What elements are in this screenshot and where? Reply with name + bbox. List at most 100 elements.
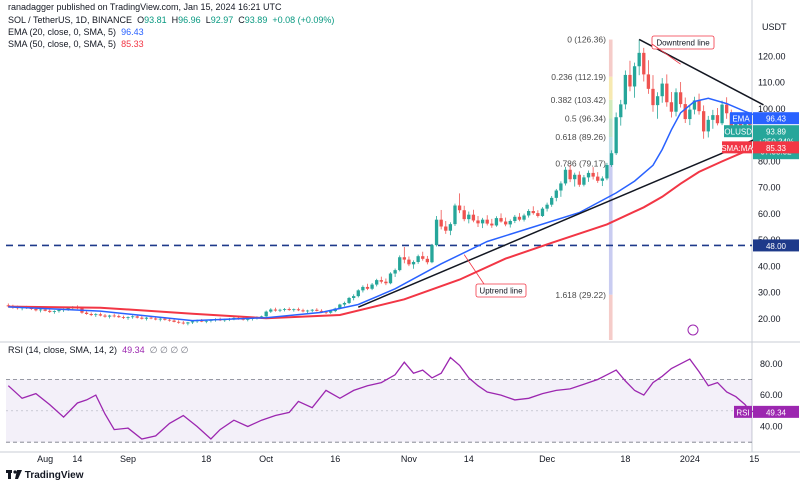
fib-zone-0 bbox=[608, 39, 613, 77]
symbol-line: SOL / TetherUS, 1D, BINANCE O93.81 H96.9… bbox=[8, 15, 334, 26]
time-tick-6: Nov bbox=[401, 454, 418, 464]
candle-body bbox=[149, 317, 153, 319]
fib-label-2: 0.382 (103.42) bbox=[551, 95, 606, 105]
ema-legend[interactable]: EMA (20, close, 0, SMA, 5) 96.43 bbox=[8, 27, 144, 38]
rsi-tick-2: 40.00 bbox=[760, 421, 783, 431]
candle-body bbox=[536, 213, 540, 216]
candle-body bbox=[619, 104, 623, 118]
candle-body bbox=[43, 309, 47, 311]
rsi-name-tag-text: RSI bbox=[736, 408, 749, 417]
downtrend-callout bbox=[651, 43, 681, 65]
downtrend-label: Downtrend line bbox=[656, 39, 710, 48]
candle-body bbox=[591, 172, 595, 177]
candle-body bbox=[94, 314, 98, 316]
candle-body bbox=[135, 316, 139, 318]
lightning-icon bbox=[687, 324, 699, 336]
candle-body bbox=[614, 117, 618, 154]
candle-body bbox=[103, 315, 107, 317]
candle-body bbox=[38, 309, 43, 311]
candle-body bbox=[637, 52, 641, 67]
time-tick-0: Aug bbox=[37, 454, 53, 464]
candle-body bbox=[697, 100, 701, 112]
rsi-name-tag bbox=[734, 405, 752, 418]
candle-body bbox=[559, 183, 563, 191]
candle-body bbox=[310, 309, 314, 311]
candle-body bbox=[642, 52, 646, 75]
ema-price-tag-text: 96.43 bbox=[766, 115, 787, 124]
price-tick-0: 120.00 bbox=[758, 51, 786, 61]
candle-body bbox=[107, 315, 112, 317]
fib-zone-236 bbox=[608, 76, 613, 100]
candle-body bbox=[596, 176, 600, 181]
rsi-legend[interactable]: RSI (14, close, SMA, 14, 2) 49.34 ∅ ∅ ∅ … bbox=[8, 345, 189, 356]
candle-body bbox=[471, 214, 476, 221]
candle-body bbox=[384, 281, 388, 284]
candle-body bbox=[259, 316, 264, 318]
candle-body bbox=[121, 317, 126, 318]
publisher-line: ranadagger published on TradingView.com,… bbox=[8, 2, 282, 13]
fib-zone-618 bbox=[608, 137, 613, 164]
candle-body bbox=[48, 310, 52, 312]
candle-body bbox=[586, 172, 591, 178]
candle-body bbox=[241, 318, 245, 320]
candle-body bbox=[342, 302, 347, 305]
candle-body bbox=[66, 307, 70, 309]
sma-legend-label: SMA (50, close, 0, SMA, 5) bbox=[8, 39, 117, 49]
candle-body bbox=[490, 223, 494, 226]
candle-body bbox=[324, 311, 328, 313]
time-tick-10: 2024 bbox=[680, 454, 700, 464]
candle-body bbox=[34, 309, 38, 311]
candle-body bbox=[200, 320, 204, 322]
candle-body bbox=[692, 100, 697, 110]
candle-body bbox=[177, 321, 181, 323]
candle-body bbox=[338, 304, 342, 309]
time-tick-9: 18 bbox=[620, 454, 630, 464]
candle-body bbox=[117, 316, 121, 318]
symbol-name-tag bbox=[724, 125, 752, 138]
candle-body bbox=[140, 317, 144, 319]
candle-body bbox=[163, 318, 167, 320]
fib-zone-382 bbox=[608, 99, 613, 119]
close-label: C bbox=[238, 15, 245, 25]
publisher-text: ranadagger published on TradingView.com,… bbox=[8, 2, 282, 12]
candle-body bbox=[52, 311, 57, 312]
fib-zone-786 bbox=[608, 163, 613, 295]
currency-label[interactable]: USDT bbox=[762, 22, 787, 33]
candle-body bbox=[190, 321, 195, 323]
candle-body bbox=[623, 74, 628, 105]
symbol-name-tag-text: SOLUSDT bbox=[719, 128, 757, 137]
ema-legend-value: 96.43 bbox=[121, 27, 144, 37]
candle-body bbox=[439, 219, 443, 227]
candle-body bbox=[388, 273, 393, 284]
candle-body bbox=[246, 318, 250, 320]
candle-body bbox=[204, 320, 208, 322]
symbol-prefix: SOL / TetherUS, 1D, BINANCE bbox=[8, 15, 133, 25]
candle-body bbox=[628, 74, 632, 87]
footer-brand-text: TradingView bbox=[24, 470, 84, 481]
high-value: 96.96 bbox=[178, 15, 201, 25]
candle-body bbox=[402, 257, 406, 260]
rsi-line bbox=[7, 356, 755, 440]
candle-body bbox=[269, 309, 273, 312]
candle-body bbox=[126, 317, 130, 318]
candle-body bbox=[356, 290, 360, 297]
candle-body bbox=[448, 224, 453, 231]
footer-brand[interactable]: TradingView bbox=[6, 470, 84, 481]
candle-body bbox=[167, 319, 172, 321]
close-value: 93.89 bbox=[244, 15, 268, 25]
candle-body bbox=[292, 309, 296, 311]
sma-legend[interactable]: SMA (50, close, 0, SMA, 5) 85.33 bbox=[8, 39, 144, 50]
time-tick-4: Oct bbox=[259, 454, 274, 464]
candle-body bbox=[734, 118, 738, 131]
candle-body bbox=[674, 92, 678, 112]
candle-body bbox=[365, 286, 370, 289]
rsi-value-tag bbox=[753, 405, 799, 418]
candle-body bbox=[508, 220, 512, 225]
candle-body bbox=[361, 286, 365, 291]
candle-body bbox=[398, 257, 402, 271]
candle-body bbox=[540, 208, 545, 216]
candle-body bbox=[154, 318, 158, 320]
open-label: O bbox=[137, 15, 145, 25]
